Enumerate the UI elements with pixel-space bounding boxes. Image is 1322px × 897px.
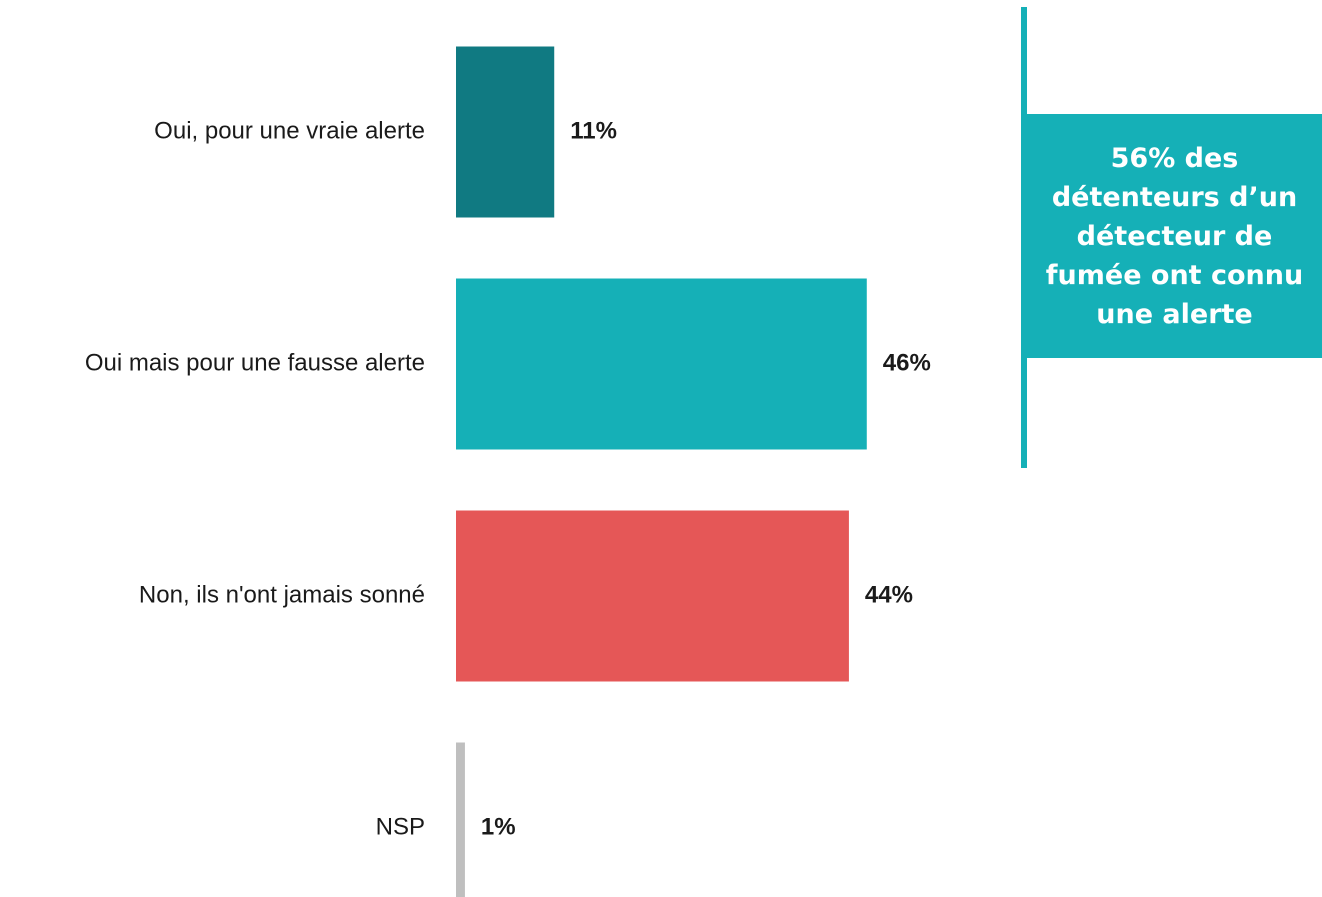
category-label-4: NSP — [376, 813, 425, 840]
category-label-3: Non, ils n'ont jamais sonné — [139, 581, 425, 608]
bar-2 — [456, 278, 867, 450]
category-label-1: Oui, pour une vraie alerte — [154, 117, 425, 144]
callout-text: 56% des détenteurs d’un détecteur de fum… — [1045, 142, 1304, 330]
value-label-4: 1% — [481, 813, 516, 840]
bar-4 — [456, 742, 465, 897]
category-label-2: Oui mais pour une fausse alerte — [85, 349, 425, 376]
callout-accent-line — [1021, 7, 1027, 468]
value-label-1: 11% — [570, 117, 617, 144]
bar-3 — [456, 510, 849, 682]
value-label-3: 44% — [865, 581, 913, 608]
value-label-2: 46% — [883, 349, 931, 376]
bar-1 — [456, 46, 555, 218]
callout-box: 56% des détenteurs d’un détecteur de fum… — [1027, 114, 1322, 358]
